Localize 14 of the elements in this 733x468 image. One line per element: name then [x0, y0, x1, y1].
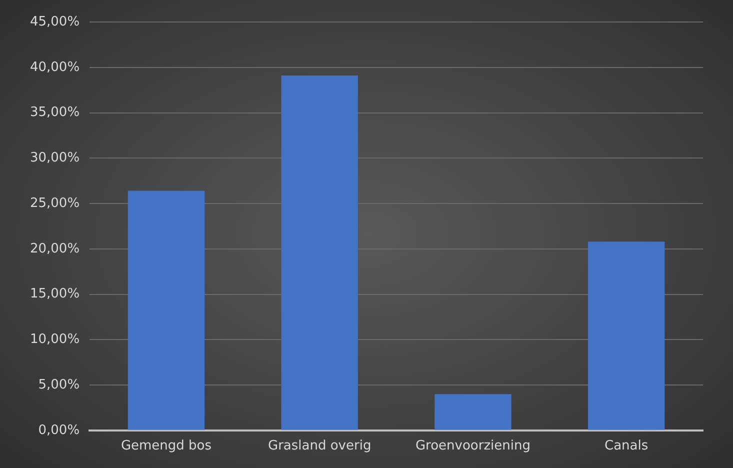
y-tick-label: 10,00% [30, 332, 80, 348]
x-tick-label: Canals [604, 438, 648, 454]
y-tick-label: 5,00% [38, 377, 80, 392]
x-tick-label: Gemengd bos [120, 438, 212, 454]
y-tick-label: 40,00% [30, 60, 80, 75]
y-tick-label: 30,00% [30, 150, 80, 166]
y-tick-label: 35,00% [30, 105, 80, 120]
y-tick-label: 20,00% [30, 241, 80, 256]
y-tick-label: 45,00% [30, 14, 80, 30]
x-tick-label: Groenvoorziening [415, 438, 530, 454]
y-tick-label: 15,00% [30, 286, 80, 302]
y-tick-label: 25,00% [30, 196, 80, 211]
x-tick-label: Grasland overig [268, 438, 372, 454]
y-tick-label: 0,00% [38, 422, 80, 438]
